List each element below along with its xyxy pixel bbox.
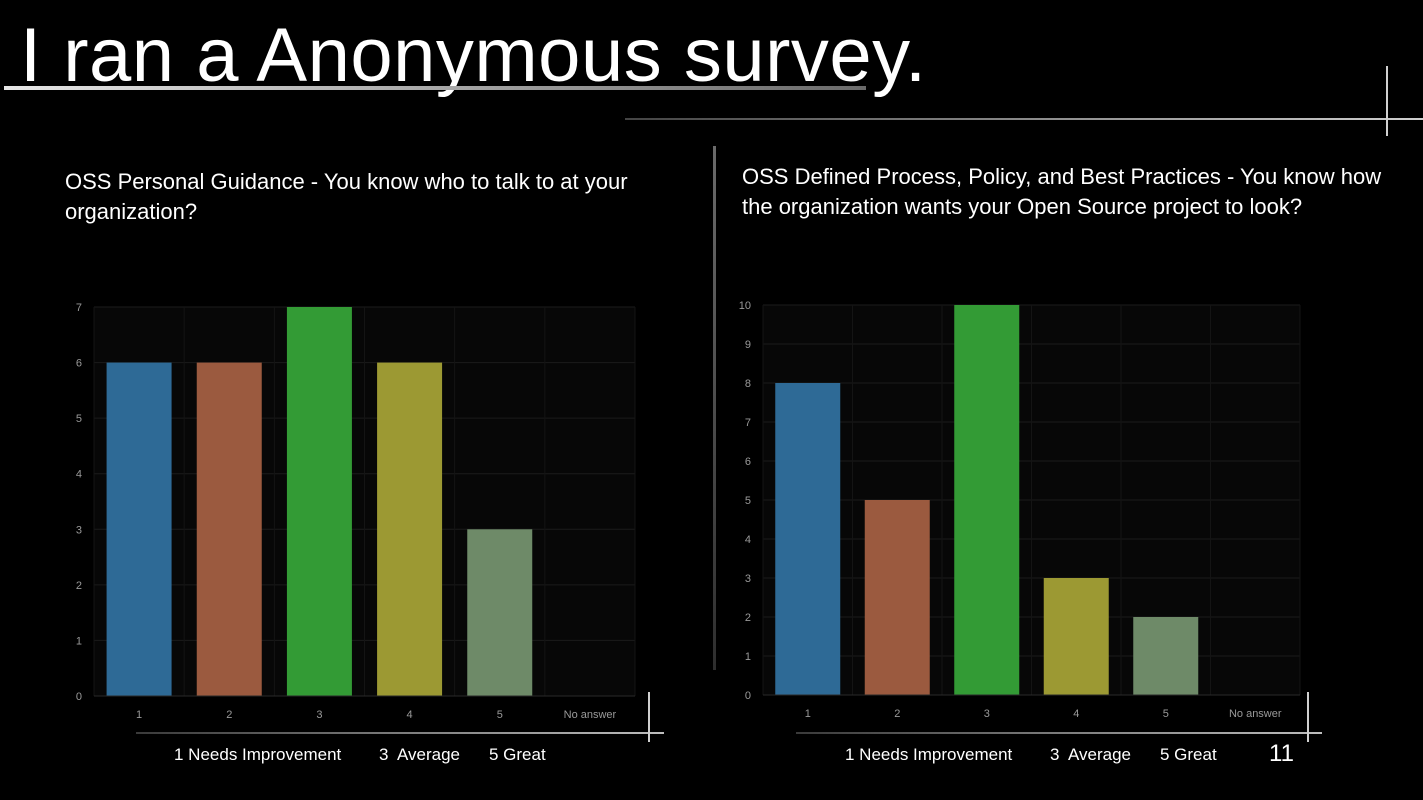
left-chart-title: OSS Personal Guidance - You know who to …: [65, 169, 628, 224]
right-chart-y-tick-label: 0: [745, 690, 751, 702]
left-chart-bar-2: [196, 362, 262, 696]
right-chart-x-tick-label: 2: [894, 708, 900, 720]
left-legend-5: 5 Great: [489, 745, 546, 764]
left-chart-x-tick-label: 1: [136, 709, 142, 721]
right-chart-title: OSS Defined Process, Policy, and Best Pr…: [742, 164, 1382, 219]
left-bar-chart: 0 1 2 3 4 5 6 7 1 2 3 4 5 No answer: [76, 302, 636, 721]
right-chart-base-rule: [796, 732, 1322, 734]
right-chart-x-tick-label: 5: [1163, 708, 1169, 720]
slide-title: I ran a Anonymous survey.: [20, 13, 927, 98]
right-chart-bar-3: [954, 305, 1020, 695]
right-chart-y-tick-label: 6: [745, 456, 751, 468]
left-chart-y-tick-label: 5: [76, 413, 82, 425]
page-number: 11: [1269, 740, 1294, 767]
right-chart-bar-1: [775, 383, 841, 695]
header-rule-tick: [1386, 66, 1388, 136]
right-chart-bar-5: [1133, 617, 1199, 695]
right-chart-y-tick-label: 5: [745, 495, 751, 507]
left-chart-x-tick-label: 5: [497, 709, 503, 721]
right-chart-x-tick-label: 3: [984, 708, 990, 720]
left-chart-bar-5: [467, 529, 533, 696]
right-chart-y-tick-label: 10: [739, 300, 751, 312]
header-rule: [625, 118, 1423, 120]
right-legend-1: 1 Needs Improvement: [845, 745, 1013, 764]
left-chart-y-tick-label: 3: [76, 524, 82, 536]
right-chart-x-tick-label: 4: [1073, 708, 1079, 720]
right-chart-bar-2: [864, 500, 930, 695]
right-chart-y-tick-label: 9: [745, 339, 751, 351]
left-chart-bar-3: [286, 307, 352, 696]
center-divider: [713, 146, 716, 670]
right-chart-x-tick-label: No answer: [1229, 708, 1282, 720]
left-chart-x-tick-label: No answer: [564, 709, 617, 721]
left-chart-y-tick-label: 1: [76, 635, 82, 647]
left-chart-x-tick-label: 4: [407, 709, 413, 721]
left-chart-bar-1: [106, 362, 172, 696]
left-chart-y-tick-label: 4: [76, 469, 82, 481]
right-chart-bar-4: [1043, 578, 1109, 695]
left-legend-1: 1 Needs Improvement: [174, 745, 342, 764]
left-legend-3: 3 Average: [379, 745, 460, 764]
right-chart-y-tick-label: 7: [745, 417, 751, 429]
left-chart-x-tick-label: 2: [226, 709, 232, 721]
right-chart-y-tick-label: 2: [745, 612, 751, 624]
right-chart-x-tick-label: 1: [805, 708, 811, 720]
title-underline: [4, 86, 866, 90]
left-chart-y-tick-label: 2: [76, 580, 82, 592]
right-legend-5: 5 Great: [1160, 745, 1217, 764]
right-legend-3: 3 Average: [1050, 745, 1131, 764]
right-chart-y-tick-label: 4: [745, 534, 751, 546]
left-chart-y-tick-label: 7: [76, 302, 82, 314]
left-chart-corner-tick: [648, 692, 650, 742]
right-chart-y-tick-label: 1: [745, 651, 751, 663]
right-chart-corner-tick: [1307, 692, 1309, 742]
left-chart-x-tick-label: 3: [316, 709, 322, 721]
right-bar-chart: 0 1 2 3 4 5 6 7 8 9 10 1 2 3 4 5 No answer: [739, 300, 1301, 720]
left-chart-bar-4: [377, 362, 443, 696]
left-chart-y-tick-label: 0: [76, 691, 82, 703]
left-chart-y-tick-label: 6: [76, 358, 82, 370]
right-chart-y-tick-label: 8: [745, 378, 751, 390]
right-chart-y-tick-label: 3: [745, 573, 751, 585]
left-chart-base-rule: [136, 732, 664, 734]
